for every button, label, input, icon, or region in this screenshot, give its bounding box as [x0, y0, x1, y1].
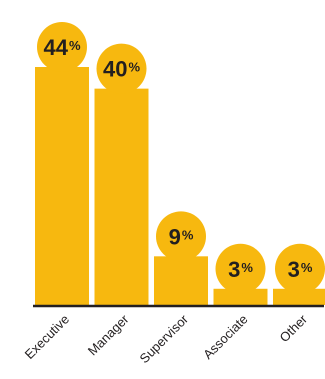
- category-labels-layer: Executive Manager Supervisor Associate Other: [22, 311, 311, 366]
- bars-layer: [35, 67, 325, 306]
- data-label-value: 44: [43, 35, 68, 60]
- value-labels-layer: 44%40%9%3% 3%: [37, 22, 325, 294]
- data-label-executive: 44%: [43, 35, 80, 60]
- x-tick-label-associate: Associate: [200, 312, 250, 362]
- data-label-other: 3%: [288, 257, 313, 282]
- bar-associate: [213, 288, 268, 305]
- bar-manager: [94, 88, 149, 306]
- value-bubble-associate: 3%: [215, 243, 266, 294]
- data-label-value: 3: [228, 257, 240, 282]
- x-tick-label-supervisor: Supervisor: [137, 311, 192, 366]
- data-label-associate: 3%: [228, 257, 253, 282]
- bar-other: [273, 288, 325, 305]
- x-tick-label-executive: Executive: [22, 312, 72, 362]
- value-bubble-executive: 44%: [37, 22, 87, 72]
- data-label-value: 40: [103, 57, 127, 82]
- value-bubble-supervisor: 9%: [156, 211, 206, 262]
- value-bubble-circle: [215, 243, 266, 294]
- value-bubble-circle: [156, 211, 206, 262]
- x-tick-label-other: Other: [277, 311, 311, 345]
- value-bubble-circle: [275, 243, 325, 294]
- data-label-supervisor: 9%: [169, 224, 194, 249]
- value-bubble-other: 3%: [275, 243, 325, 294]
- data-label-percent-sign: %: [69, 38, 81, 53]
- data-label-percent-sign: %: [241, 260, 253, 275]
- data-label-percent-sign: %: [301, 260, 313, 275]
- value-bubble-circle: [37, 22, 87, 72]
- data-label-percent-sign: %: [182, 227, 194, 242]
- value-bubble-circle: [96, 43, 147, 94]
- bar-executive: [35, 67, 89, 305]
- data-label-value: 9: [169, 224, 181, 249]
- data-label-manager: 40%: [103, 57, 140, 82]
- data-label-value: 3: [288, 257, 300, 282]
- x-tick-label-manager: Manager: [85, 311, 132, 358]
- value-bubble-manager: 40%: [96, 43, 147, 94]
- data-label-percent-sign: %: [128, 60, 140, 75]
- bar-supervisor: [154, 256, 208, 305]
